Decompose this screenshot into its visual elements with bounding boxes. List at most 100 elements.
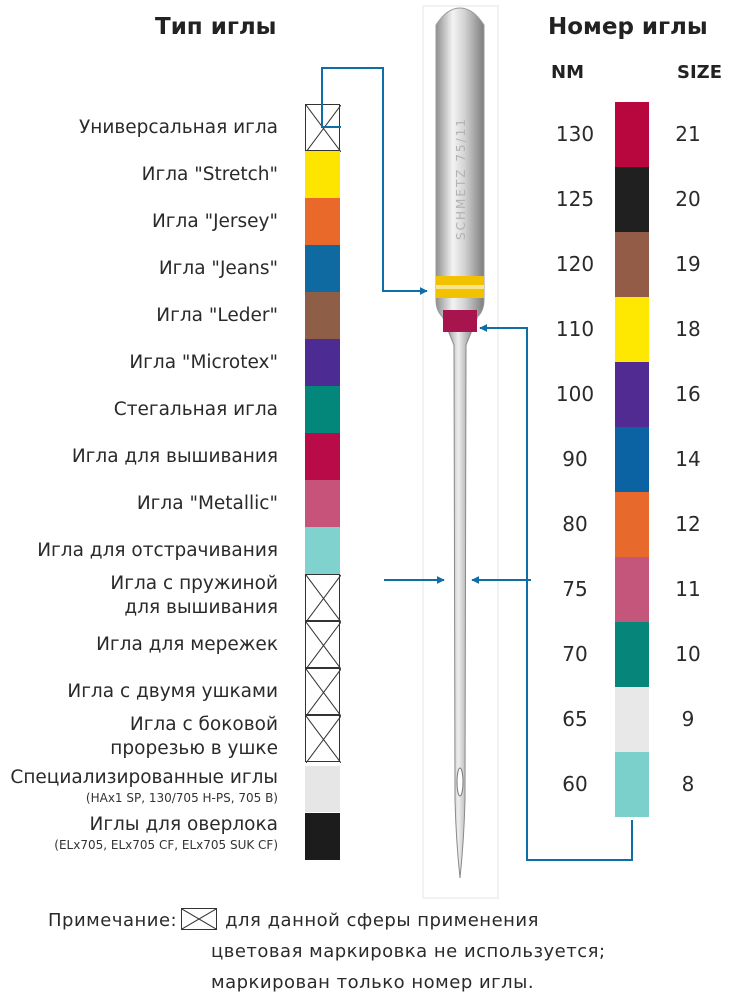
no-color-crossed-box-icon (305, 668, 341, 716)
needle-type-label-line: Игла для отстрачивания (37, 539, 278, 561)
needle-type-label: Игла для отстрачивания (37, 539, 278, 563)
needle-type-label-line: Игла "Metallic" (136, 492, 278, 514)
note-line-1: для данной сферы применения (225, 910, 539, 931)
nm-value: 65 (562, 707, 588, 731)
size-color-swatch (615, 102, 649, 167)
note-line-2: цветовая маркировка не используется; (211, 941, 606, 962)
needle-type-label-line: Игла с боковой (129, 714, 278, 735)
needle-type-label: Игла с двумя ушками (67, 680, 278, 704)
color-swatch (305, 245, 340, 292)
nm-value: 70 (562, 642, 588, 666)
needle-type-label: Универсальная игла (79, 116, 278, 140)
needle-frame (422, 5, 499, 899)
size-color-band (443, 310, 477, 332)
needle-eye (456, 767, 464, 797)
needle-type-row: Игла "Jersey" (0, 198, 340, 245)
needle-type-row: Игла для мережек (0, 621, 341, 669)
nm-value: 110 (555, 317, 595, 341)
needle-type-label: Специализированные иглы (HAx1 SP, 130/705… (10, 766, 278, 806)
needle-type-label: Игла для мережек (96, 633, 278, 657)
needle-type-label: Игла с пружиной для вышивания (110, 572, 278, 620)
needle-type-row: Игла "Jeans" (0, 245, 340, 292)
size-value: 18 (675, 317, 701, 341)
color-swatch (305, 198, 340, 245)
needle-type-label-line: Игла с пружиной (110, 573, 278, 594)
no-color-crossed-box-icon (305, 574, 341, 622)
nm-value: 75 (562, 577, 588, 601)
needle-type-label: Игла "Stretch" (142, 163, 278, 187)
nm-value: 60 (562, 772, 588, 796)
note-prefix: Примечание: (48, 910, 178, 931)
needle-type-label: Игла "Microtex" (129, 351, 278, 375)
nm-value: 130 (555, 122, 595, 146)
needle-type-label-line: (HAx1 SP, 130/705 H-PS, 705 B) (85, 791, 278, 805)
size-color-swatch (615, 362, 649, 427)
size-color-swatch (615, 232, 649, 297)
needle-type-row: Стегальная игла (0, 386, 340, 433)
needle-type-label-line: Игла с двумя ушками (67, 680, 278, 702)
color-swatch (305, 813, 340, 860)
nm-value: 90 (562, 447, 588, 471)
color-swatch (305, 151, 340, 198)
needle-type-row: Игла для отстрачивания (0, 527, 340, 574)
size-value: 16 (675, 382, 701, 406)
needle-type-label-line: для вышивания (124, 597, 278, 618)
size-value: 19 (675, 252, 701, 276)
needle-type-label: Стегальная игла (114, 398, 278, 422)
size-column-header: SIZE (677, 62, 723, 83)
needle-type-heading: Тип иглы (155, 14, 277, 40)
note-line-3: маркирован только номер иглы. (211, 972, 535, 993)
size-color-swatch (615, 687, 649, 752)
nm-column-header: NM (551, 62, 584, 83)
size-value: 10 (675, 642, 701, 666)
size-value: 9 (681, 707, 695, 731)
needle-type-label: Игла "Jersey" (152, 210, 278, 234)
needle-type-row: Игла с пружиной для вышивания (0, 572, 341, 622)
needle-type-row: Специализированные иглы (HAx1 SP, 130/705… (0, 766, 340, 812)
needle-shank (435, 7, 485, 319)
color-swatch (305, 386, 340, 433)
needle-type-row: Игла с двумя ушками (0, 668, 341, 716)
size-value: 14 (675, 447, 701, 471)
color-swatch (305, 527, 340, 574)
size-value: 11 (675, 577, 701, 601)
needle-type-label: Игла для вышивания (72, 445, 278, 469)
size-value: 12 (675, 512, 701, 536)
nm-value: 80 (562, 512, 588, 536)
needle-number-heading: Номер иглы (548, 14, 708, 40)
size-color-swatch (615, 297, 649, 362)
size-color-swatch (615, 167, 649, 232)
size-band-connector-arrow (479, 324, 633, 861)
needle-type-row: Игла "Stretch" (0, 151, 340, 198)
needle-type-row: Игла "Metallic" (0, 480, 340, 527)
needle-type-label-line: прорезью в ушке (110, 738, 278, 759)
needle-type-label-line: Игла "Stretch" (141, 163, 278, 185)
needle-type-label-line: (ELx705, ELx705 CF, ELx705 SUK CF) (54, 838, 278, 852)
needle-type-label-line: Универсальная игла (78, 116, 278, 138)
size-color-swatch (615, 427, 649, 492)
size-color-swatch (615, 752, 649, 817)
needle-type-row: Игла для вышивания (0, 433, 340, 480)
needle-type-label-line: Игла "Leder" (156, 304, 278, 326)
no-color-crossed-box-icon (305, 715, 341, 763)
nm-value: 120 (555, 252, 595, 276)
needle-type-row: Игла "Leder" (0, 292, 340, 339)
size-color-swatch (615, 492, 649, 557)
color-swatch (305, 433, 340, 480)
crossed-box-icon (181, 908, 218, 930)
needle-type-label-line: Специализированные иглы (10, 767, 278, 788)
size-value: 21 (675, 122, 701, 146)
needle-blade (442, 317, 478, 879)
needle-type-label: Игла "Metallic" (137, 492, 278, 516)
color-swatch (305, 766, 340, 812)
color-swatch (305, 292, 340, 339)
needle-type-row: Иглы для оверлока (ELx705, ELx705 CF, ELx… (0, 813, 340, 860)
size-value: 20 (675, 187, 701, 211)
needle-type-label: Игла "Leder" (156, 304, 278, 328)
color-swatch (305, 339, 340, 386)
needle-type-label-line: Игла "Jersey" (151, 210, 278, 232)
needle-type-label-line: Игла для мережек (96, 633, 278, 655)
size-color-swatch (615, 557, 649, 622)
needle-imprint: SCHMETZ 75/11 (454, 117, 468, 240)
